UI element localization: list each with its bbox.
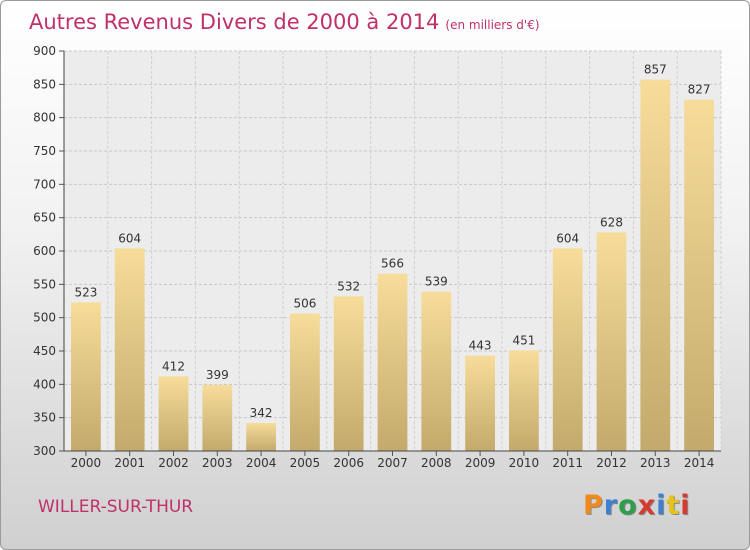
bar (465, 355, 495, 451)
bar (640, 79, 671, 452)
brand-letter: P (583, 490, 604, 521)
x-tick-label: 2004 (246, 456, 277, 470)
bar-value-label: 523 (74, 285, 97, 299)
bar (158, 376, 189, 451)
bar (290, 313, 320, 451)
y-tick-label: 900 (33, 44, 56, 58)
brand-letter: i (656, 490, 667, 521)
bar (246, 423, 276, 451)
brand-letter: i (680, 490, 691, 521)
bar-value-label: 412 (162, 359, 185, 373)
x-tick-label: 2011 (552, 456, 583, 470)
bar (333, 296, 364, 451)
bar-value-label: 532 (337, 279, 360, 293)
bar-value-label: 342 (250, 406, 273, 420)
proxiti-logo[interactable]: Proxiti (583, 490, 691, 521)
y-tick-label: 850 (33, 77, 56, 91)
y-tick-label: 300 (33, 444, 56, 458)
x-tick-label: 2010 (509, 456, 540, 470)
bar-value-label: 539 (425, 275, 448, 289)
brand-letter: t (666, 490, 681, 521)
y-tick-label: 500 (33, 311, 56, 325)
chart-title-text: Autres Revenus Divers de 2000 à 2014 (29, 10, 440, 34)
y-tick-label: 800 (33, 111, 56, 125)
bar-value-label: 628 (600, 215, 623, 229)
bar (114, 248, 145, 451)
x-tick-label: 2002 (158, 456, 189, 470)
bar (596, 232, 627, 451)
brand-letter: x (637, 490, 657, 521)
axis-layer: 300 350 400 450 500 550 600 650 700 750 800 850 900 2… (33, 44, 721, 470)
y-tick-label: 350 (33, 411, 56, 425)
bar-value-label: 604 (118, 231, 141, 245)
x-tick-label: 2014 (684, 456, 715, 470)
x-tick-label: 2013 (640, 456, 671, 470)
bar-value-label: 566 (381, 257, 404, 271)
bar (684, 99, 714, 452)
brand-letter: o (618, 490, 638, 521)
x-tick-label: 2003 (202, 456, 233, 470)
bar-value-label: 506 (293, 297, 316, 311)
chart-title: Autres Revenus Divers de 2000 à 2014 (en … (29, 10, 540, 34)
bar-value-label: 443 (469, 339, 492, 353)
bar (202, 385, 233, 451)
y-tick-label: 400 (33, 377, 56, 391)
x-tick-label: 2001 (114, 456, 145, 470)
bar-value-label: 604 (556, 231, 579, 245)
bar (509, 350, 539, 451)
x-tick-label: 2007 (377, 456, 408, 470)
commune-name: WILLER-SUR-THUR (38, 497, 194, 517)
x-tick-label: 2006 (333, 456, 364, 470)
bar (71, 302, 101, 451)
y-tick-label: 550 (33, 277, 56, 291)
y-tick-label: 600 (33, 244, 56, 258)
x-tick-label: 2009 (465, 456, 496, 470)
chart-unit: (en milliers d'€) (445, 18, 540, 32)
bar-value-label: 451 (512, 333, 535, 347)
y-tick-label: 450 (33, 344, 56, 358)
y-tick-label: 650 (33, 211, 56, 225)
bar-value-label: 827 (688, 83, 711, 97)
bar (377, 273, 408, 451)
bar-layer: 523 604 412 399 342 506 532 566 539 443 451 604 628 8… (71, 63, 714, 452)
x-tick-label: 2000 (71, 456, 102, 470)
bar (552, 248, 583, 451)
y-tick-label: 750 (33, 144, 56, 158)
bar-value-label: 399 (206, 368, 229, 382)
bar (421, 291, 452, 451)
x-tick-label: 2012 (596, 456, 627, 470)
bar-value-label: 857 (644, 63, 667, 77)
y-tick-label: 700 (33, 177, 56, 191)
x-tick-label: 2005 (290, 456, 321, 470)
brand-letter: r (603, 490, 619, 521)
x-tick-label: 2008 (421, 456, 452, 470)
